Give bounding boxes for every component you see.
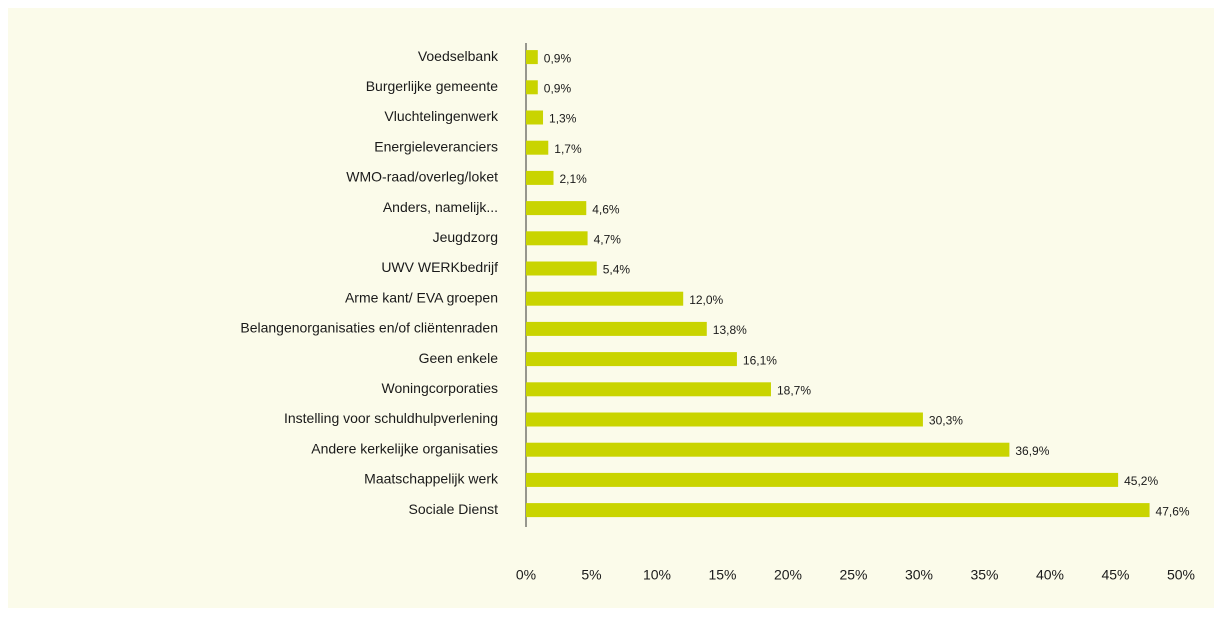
bar (526, 231, 588, 246)
x-tick-label: 15% (708, 567, 736, 583)
value-label: 0,9% (544, 51, 572, 65)
value-label: 30,3% (929, 414, 963, 428)
category-label: Sociale Dienst (409, 501, 499, 517)
bar (526, 382, 771, 397)
value-label: 1,3% (549, 112, 577, 126)
value-label: 12,0% (689, 293, 723, 307)
bar (526, 170, 554, 185)
bar (526, 412, 923, 427)
x-tick-label: 45% (1101, 567, 1129, 583)
category-label: UWV WERKbedrijf (381, 259, 498, 275)
category-label: Burgerlijke gemeente (366, 78, 499, 94)
value-label: 4,6% (592, 202, 620, 216)
value-label: 18,7% (777, 383, 811, 397)
bar (526, 442, 1010, 457)
value-label: 16,1% (743, 353, 777, 367)
bar (526, 201, 587, 216)
category-label: Jeugdzorg (433, 229, 498, 245)
chart-background (8, 8, 1214, 608)
category-label: Instelling voor schuldhulpverlening (284, 410, 498, 426)
value-label: 1,7% (554, 142, 582, 156)
x-tick-label: 25% (839, 567, 867, 583)
x-tick-label: 10% (643, 567, 671, 583)
bar (526, 321, 707, 336)
bar (526, 472, 1119, 487)
value-label: 47,6% (1156, 504, 1190, 518)
value-label: 5,4% (603, 263, 631, 277)
category-label: Woningcorporaties (382, 380, 498, 396)
category-label: Voedselbank (418, 48, 499, 64)
bar (526, 140, 549, 155)
category-label: Arme kant/ EVA groepen (345, 289, 498, 305)
category-label: Belangenorganisaties en/of cliëntenraden (240, 320, 498, 336)
category-label: Energieleveranciers (374, 138, 498, 154)
category-label: Maatschappelijk werk (364, 471, 499, 487)
x-tick-label: 50% (1167, 567, 1195, 583)
bar (526, 80, 538, 95)
bar (526, 261, 597, 276)
bar (526, 50, 538, 65)
x-tick-label: 35% (970, 567, 998, 583)
x-tick-label: 5% (581, 567, 601, 583)
x-tick-label: 30% (905, 567, 933, 583)
category-label: Andere kerkelijke organisaties (311, 440, 498, 456)
x-tick-label: 40% (1036, 567, 1064, 583)
value-label: 2,1% (560, 172, 588, 186)
bar (526, 110, 544, 125)
value-label: 4,7% (594, 232, 622, 246)
category-label: Geen enkele (419, 350, 499, 366)
value-label: 0,9% (544, 81, 572, 95)
category-label: Vluchtelingenwerk (384, 108, 499, 124)
value-label: 45,2% (1124, 474, 1158, 488)
bar (526, 291, 684, 306)
x-tick-label: 20% (774, 567, 802, 583)
category-label: WMO-raad/overleg/loket (346, 169, 498, 185)
bar (526, 352, 737, 367)
value-label: 36,9% (1015, 444, 1049, 458)
x-tick-label: 0% (516, 567, 536, 583)
value-label: 13,8% (713, 323, 747, 337)
bar (526, 503, 1150, 518)
category-label: Anders, namelijk... (383, 199, 498, 215)
